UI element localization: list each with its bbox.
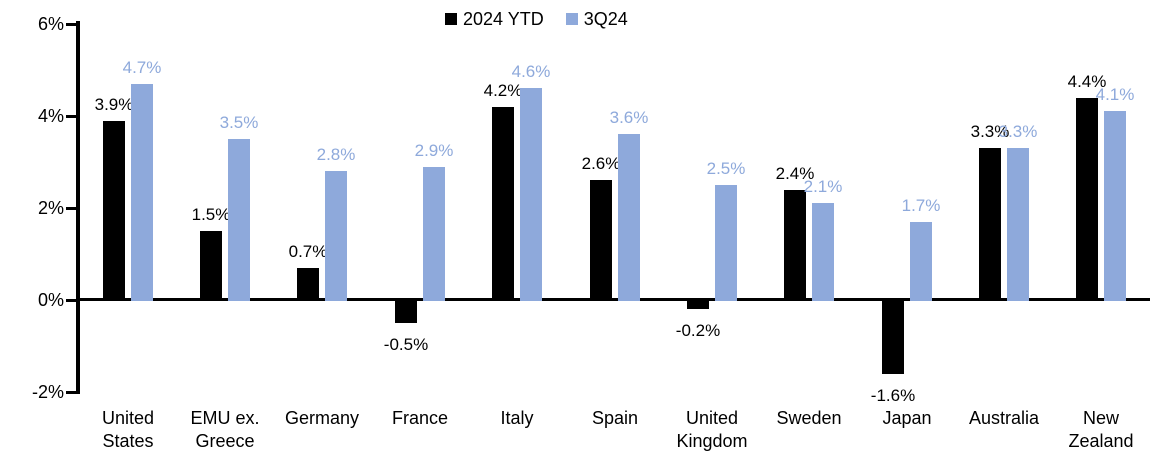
y-axis-tick <box>66 207 76 210</box>
bar-value-label: 4.7% <box>122 58 162 77</box>
bar-2024-ytd-sweden <box>784 190 806 301</box>
legend-swatch-icon <box>565 13 578 25</box>
bar-3q24-united-states <box>131 84 153 301</box>
bar-2024-ytd-australia <box>979 148 1001 301</box>
bar-value-label: 0.7% <box>288 242 328 261</box>
category-label-new-zealand: New Zealand <box>1068 408 1134 451</box>
bar-value-label: 4.4% <box>1067 72 1107 91</box>
bar-2024-ytd-united-states <box>103 121 125 301</box>
bar-2024-ytd-new-zealand <box>1076 98 1098 301</box>
bar-value-label: 3.5% <box>219 113 259 132</box>
y-axis-tick-label: 2% <box>37 198 64 218</box>
y-axis-tick <box>66 391 76 394</box>
category-label-sweden: Sweden <box>776 408 842 428</box>
bar-3q24-sweden <box>812 203 834 301</box>
bar-3q24-new-zealand <box>1104 111 1126 301</box>
x-axis-zero-line <box>76 298 1150 301</box>
bar-3q24-italy <box>520 88 542 301</box>
bar-value-label: 3.3% <box>970 122 1010 141</box>
y-axis-tick-label: 0% <box>37 290 64 310</box>
category-label-spain: Spain <box>591 408 639 428</box>
bar-value-label: -1.6% <box>870 386 916 405</box>
bar-3q24-japan <box>910 222 932 301</box>
category-label-italy: Italy <box>500 408 534 428</box>
bar-3q24-france <box>423 167 445 301</box>
bar-value-label: 3.3% <box>998 122 1038 141</box>
category-label-emu-ex-greece: EMU ex. Greece <box>190 408 260 451</box>
bar-value-label: -0.5% <box>383 335 429 354</box>
legend: 2024 YTD 3Q24 <box>445 9 628 29</box>
bar-2024-ytd-italy <box>492 107 514 301</box>
bar-value-label: -0.2% <box>675 321 721 340</box>
y-axis-tick-label: 4% <box>37 106 64 126</box>
bar-2024-ytd-united-kingdom <box>687 298 709 309</box>
bar-value-label: 2.8% <box>316 145 356 164</box>
y-axis-tick <box>66 299 76 302</box>
bar-2024-ytd-japan <box>882 298 904 374</box>
bar-value-label: 3.9% <box>94 95 134 114</box>
legend-label: 2024 YTD <box>463 9 544 29</box>
bar-value-label: 2.6% <box>581 154 621 173</box>
category-label-germany: Germany <box>284 408 360 428</box>
bar-3q24-emu-ex-greece <box>228 139 250 301</box>
legend-label: 3Q24 <box>583 9 628 29</box>
bar-value-label: 3.6% <box>609 108 649 127</box>
y-axis-tick-label: 6% <box>37 14 64 34</box>
category-label-japan: Japan <box>882 408 932 428</box>
bar-3q24-united-kingdom <box>715 185 737 301</box>
bar-value-label: 1.5% <box>191 205 231 224</box>
category-label-united-states: United States <box>101 408 155 451</box>
bar-value-label: 2.1% <box>803 177 843 196</box>
y-axis-tick-label: -2% <box>31 382 64 402</box>
bar-3q24-australia <box>1007 148 1029 301</box>
bar-value-label: 4.1% <box>1095 85 1135 104</box>
bar-2024-ytd-emu-ex-greece <box>200 231 222 301</box>
y-axis-tick <box>66 23 76 26</box>
bar-3q24-spain <box>618 134 640 301</box>
category-label-united-kingdom: United Kingdom <box>676 408 748 451</box>
bar-value-label: 1.7% <box>901 196 941 215</box>
bar-value-label: 2.5% <box>706 159 746 178</box>
category-label-france: France <box>391 408 449 428</box>
legend-swatch-icon <box>445 13 457 25</box>
bar-2024-ytd-france <box>395 298 417 323</box>
bar-value-label: 4.2% <box>483 81 523 100</box>
category-label-australia: Australia <box>968 408 1040 428</box>
bar-value-label: 2.4% <box>775 164 815 183</box>
bar-2024-ytd-germany <box>297 268 319 301</box>
legend-item-3q24: 3Q24 <box>565 9 628 29</box>
bar-2024-ytd-spain <box>590 180 612 301</box>
bar-value-label: 4.6% <box>511 62 551 81</box>
y-axis-line <box>76 21 80 394</box>
y-axis-tick <box>66 115 76 118</box>
bar-3q24-germany <box>325 171 347 301</box>
legend-item-2024-ytd: 2024 YTD <box>445 9 544 29</box>
bar-value-label: 2.9% <box>414 141 454 160</box>
